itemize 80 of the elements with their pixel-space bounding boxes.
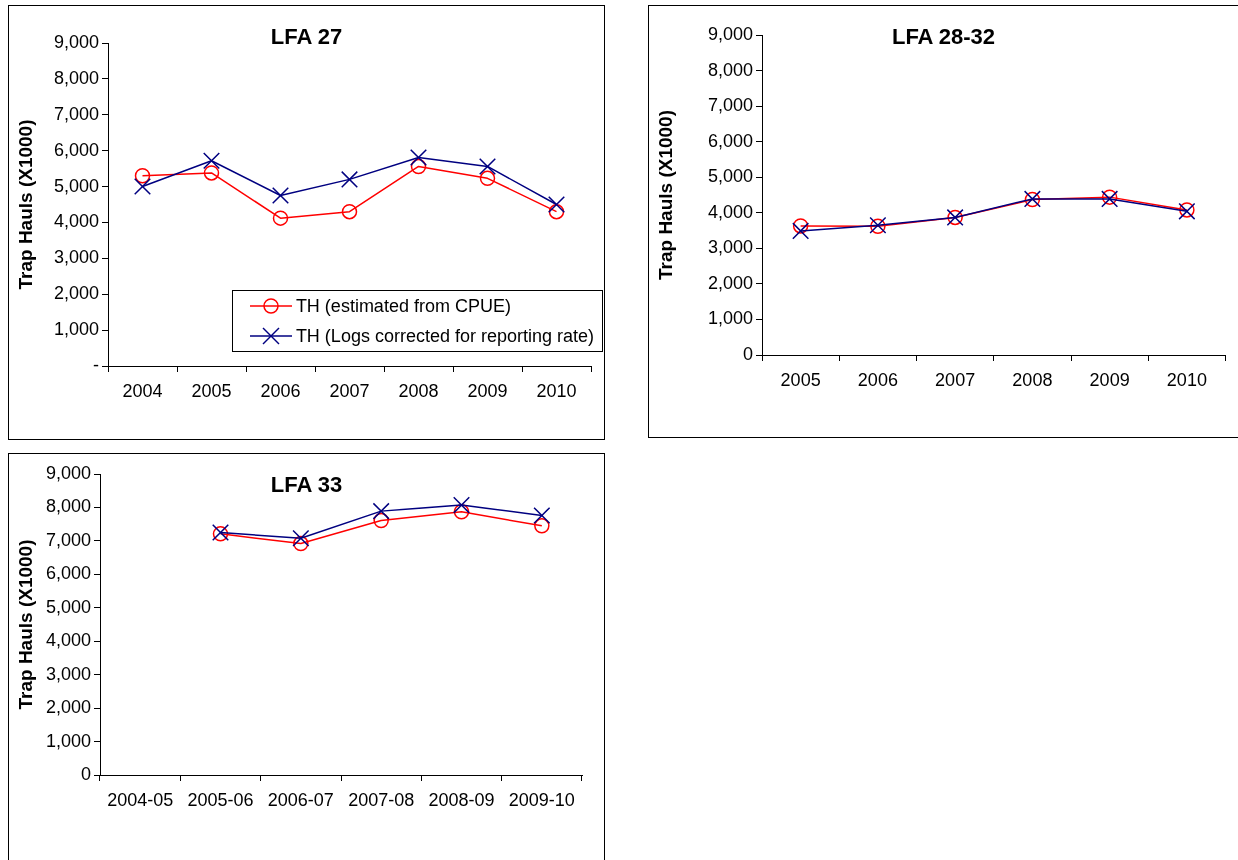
y-axis-title: Trap Hauls (X1000) bbox=[654, 109, 676, 281]
y-tick-label: 0 bbox=[742, 343, 753, 364]
y-tick-label: 7,000 bbox=[45, 529, 91, 550]
point bbox=[271, 187, 290, 205]
point bbox=[293, 535, 309, 552]
y-tick-label: 3,000 bbox=[45, 663, 91, 684]
point bbox=[373, 512, 389, 529]
y-tick-label: 4,000 bbox=[707, 201, 753, 222]
y-tick-label: 9,000 bbox=[707, 23, 753, 44]
y-tick-label: 5,000 bbox=[707, 166, 753, 187]
chart-title: LFA 27 bbox=[270, 24, 343, 49]
point bbox=[534, 518, 550, 534]
x-tick-label: 2009-10 bbox=[508, 789, 575, 810]
x-tick-label: 2006 bbox=[260, 380, 301, 401]
x-tick-label: 2004 bbox=[122, 380, 163, 401]
point bbox=[272, 210, 289, 226]
y-tick-label: 2,000 bbox=[45, 697, 91, 718]
y-tick-label: 9,000 bbox=[53, 31, 99, 52]
y-tick-label: 1,000 bbox=[45, 730, 91, 751]
x-tick-label: 2005 bbox=[780, 369, 821, 390]
y-tick-label: 3,000 bbox=[53, 247, 99, 268]
x-tick-label: 2006 bbox=[857, 369, 898, 390]
point bbox=[134, 168, 151, 184]
point bbox=[409, 148, 428, 167]
y-tick-label: 1,000 bbox=[53, 319, 99, 340]
y-axis-title: Trap Hauls (X1000) bbox=[14, 119, 36, 290]
y-tick-label: 3,000 bbox=[707, 237, 753, 258]
chart-title: LFA 33 bbox=[270, 472, 343, 497]
y-tick-label: 6,000 bbox=[707, 130, 753, 151]
y-tick-label: 8,000 bbox=[45, 496, 91, 517]
chart-title: LFA 28-32 bbox=[891, 24, 996, 49]
x-tick-label: 2008-09 bbox=[428, 789, 495, 810]
point bbox=[340, 170, 359, 188]
point bbox=[203, 165, 220, 181]
point bbox=[453, 504, 470, 520]
y-tick-label: 4,000 bbox=[53, 211, 99, 232]
point bbox=[548, 203, 565, 220]
point bbox=[792, 222, 810, 240]
point bbox=[372, 502, 390, 520]
y-tick-label: 4,000 bbox=[45, 630, 91, 651]
y-tick-label: 6,000 bbox=[45, 563, 91, 584]
x-tick-label: 2004-05 bbox=[107, 789, 174, 810]
x-tick-label: 2007-08 bbox=[348, 789, 415, 810]
y-tick-label: 8,000 bbox=[53, 67, 99, 88]
point bbox=[202, 152, 221, 170]
point bbox=[292, 529, 310, 547]
y-tick-label: - bbox=[93, 354, 99, 375]
y-tick-label: 2,000 bbox=[53, 283, 99, 304]
x-tick-label: 2010 bbox=[536, 380, 577, 401]
x-tick-label: 2009 bbox=[467, 380, 508, 401]
point bbox=[533, 506, 551, 524]
y-tick-label: 5,000 bbox=[45, 596, 91, 617]
y-tick-label: 9,000 bbox=[45, 462, 91, 483]
point bbox=[478, 157, 497, 175]
x-tick-label: 2005 bbox=[191, 380, 232, 401]
legend-label: TH (Logs corrected for reporting rate) bbox=[295, 325, 594, 347]
y-tick-label: 7,000 bbox=[53, 103, 99, 124]
y-tick-label: 0 bbox=[80, 763, 91, 784]
x-tick-label: 2008 bbox=[398, 380, 439, 401]
y-tick-label: 5,000 bbox=[53, 175, 99, 196]
y-tick-label: 7,000 bbox=[707, 95, 753, 116]
point bbox=[341, 203, 358, 220]
y-tick-label: 8,000 bbox=[707, 59, 753, 80]
x-tick-label: 2007 bbox=[329, 380, 370, 401]
y-tick-label: 1,000 bbox=[707, 308, 753, 329]
x-tick-label: 2006-07 bbox=[267, 789, 334, 810]
point bbox=[133, 178, 152, 196]
y-tick-label: 2,000 bbox=[707, 272, 753, 293]
x-tick-label: 2009 bbox=[1089, 369, 1130, 390]
x-tick-label: 2008 bbox=[1012, 369, 1053, 390]
point bbox=[547, 195, 566, 214]
point bbox=[452, 496, 471, 514]
legend-label: TH (estimated from CPUE) bbox=[295, 295, 511, 317]
y-axis-title: Trap Hauls (X1000) bbox=[14, 539, 36, 710]
x-tick-label: 2010 bbox=[1166, 369, 1207, 390]
point bbox=[792, 218, 809, 234]
x-tick-label: 2007 bbox=[935, 369, 976, 390]
x-tick-label: 2005-06 bbox=[187, 789, 254, 810]
point bbox=[479, 170, 496, 187]
y-tick-label: 6,000 bbox=[53, 139, 99, 160]
